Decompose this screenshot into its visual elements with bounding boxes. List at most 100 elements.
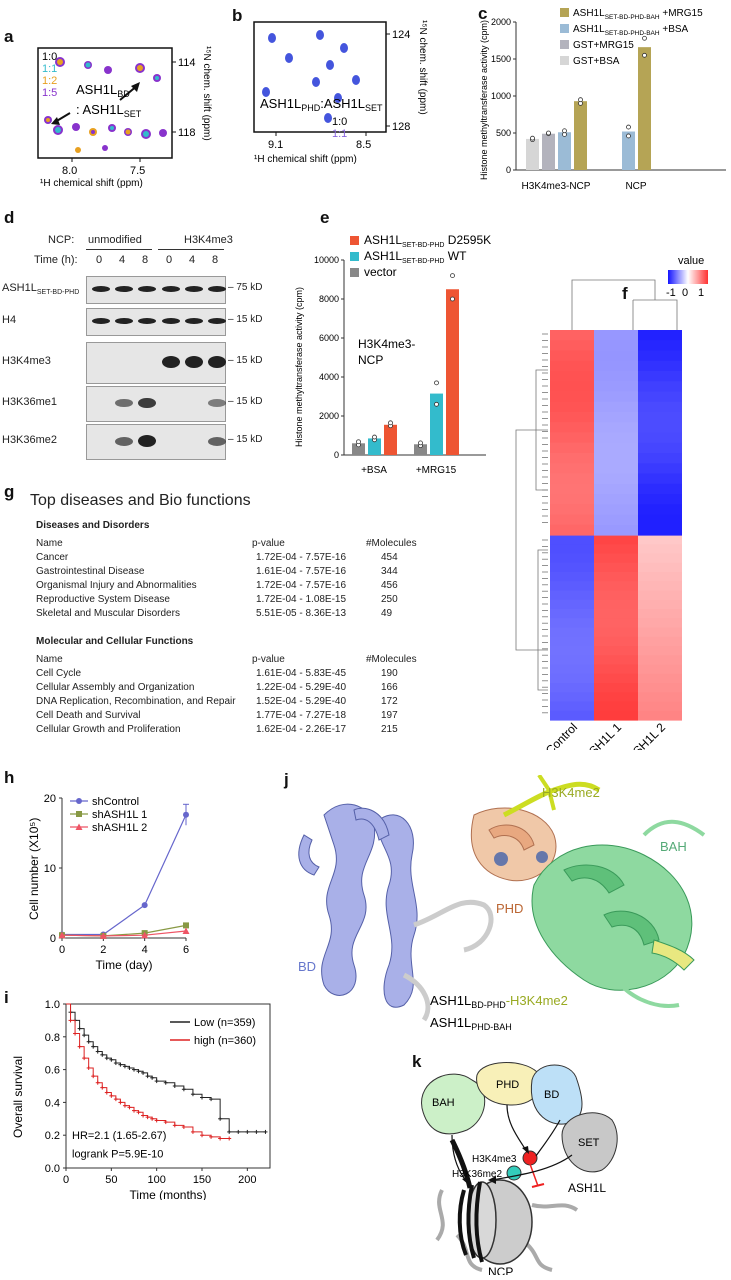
panel-label-j: j — [284, 770, 289, 789]
mark-label-h3k4me3: H3K4me3 — [472, 1154, 517, 1165]
panel-a: 1:0 1:1 1:2 1:5 ASH1LBD : ASH1LSET 8.0 7… — [0, 0, 230, 200]
blot-band — [115, 398, 133, 408]
legend-label-c-3: GST+BSA — [573, 56, 620, 67]
chart-h: 0 10 20 0 2 4 6 Time (day) Cell number (X10⁵) shC… — [27, 793, 190, 972]
heatmap-cell — [638, 692, 682, 703]
table-cell: 344 — [381, 566, 398, 577]
x-tick-label-h: 4 — [142, 944, 148, 956]
y-tick-label-h: 10 — [44, 863, 56, 875]
zinc-ion-1 — [494, 852, 508, 866]
x-tick-label-i: 150 — [193, 1174, 211, 1186]
heatmap-cell — [638, 562, 682, 573]
legend-label-c-0: ASH1LSET-BD-PHD-BAH +MRG15 — [573, 8, 703, 21]
y-tick-label-h: 0 — [50, 933, 56, 945]
legend-label-i-0: Low (n=359) — [194, 1017, 255, 1029]
blot-marker-0: – 75 kD — [228, 282, 263, 293]
point-e — [434, 380, 439, 386]
blot-row-label-2: H3K4me3 — [2, 355, 51, 367]
legend-label-h-2: shASH1L 2 — [92, 822, 147, 834]
heatmap-cell — [638, 535, 682, 545]
heatmap-cell — [550, 391, 594, 403]
heatmap-cell — [550, 618, 594, 629]
blot-strip-3 — [86, 386, 226, 422]
point-e — [450, 296, 455, 302]
heatmap-cell — [638, 360, 682, 372]
panel-j: H3K4me2 BAH PHD BD ASH1LBD-PHD-H3K4me2 A… — [284, 773, 731, 1040]
heatmap-cell — [638, 683, 682, 693]
heatmap-cell — [550, 350, 594, 362]
table-row: Cellular Assembly and Organization 1.22E-… — [36, 682, 426, 696]
panel-label-d: d — [4, 208, 15, 227]
heatmap-cell — [638, 636, 682, 647]
point-c — [578, 97, 583, 103]
heatmap-cell — [594, 572, 638, 582]
panel-label-i: i — [4, 988, 9, 1007]
point-e — [388, 420, 393, 426]
legend-swatch-e-2 — [350, 268, 359, 277]
panel-i: 0.0 0.2 0.4 0.6 0.8 1.0 0 50 100 150 200 Time (mont… — [0, 990, 280, 1202]
y-tick-label-i: 0.0 — [45, 1163, 60, 1175]
legend-label-i-1: high (n=360) — [194, 1035, 256, 1047]
y-tick-label-i: 0.2 — [45, 1130, 60, 1142]
time-point-2: 8 — [142, 254, 149, 266]
table-section-heading-0: Diseases and Disorders — [36, 520, 150, 531]
chart-i: 0.0 0.2 0.4 0.6 0.8 1.0 0 50 100 150 200 Time (mont… — [11, 999, 271, 1202]
heatmap-cell — [638, 371, 682, 382]
heatmap-cell — [550, 609, 594, 619]
blot-band — [208, 399, 226, 407]
heatmap-legend-tick-1: 0 — [682, 287, 688, 299]
blot-row-label-3: H3K36me1 — [2, 396, 58, 408]
heatmap-cell — [550, 412, 594, 423]
heatmap-cell — [594, 655, 638, 666]
table-cell: 1.61E-04 - 5.83E-45 — [256, 668, 347, 679]
x-tick-a-1: 7.5 — [130, 165, 145, 177]
blot-band — [92, 318, 110, 324]
bar-e-2 — [384, 424, 397, 455]
heatmap-cell — [550, 330, 594, 341]
point-c — [642, 35, 647, 41]
heatmap-cell — [550, 701, 594, 712]
heatmap-cell — [550, 422, 594, 434]
heatmap-cell — [550, 683, 594, 693]
heatmap-cell — [594, 692, 638, 703]
bar-e-4 — [430, 393, 443, 455]
panel-c: 0 500 1000 1500 2000 Histone methyltransferas… — [476, 0, 731, 200]
table-row: Gastrointestinal Disease 1.61E-04 - 7.57E… — [36, 566, 426, 580]
point-c — [530, 135, 535, 141]
structure-legend-1: ASH1LBD-PHD-H3K4me2 — [430, 993, 568, 1010]
column-dendrogram — [571, 279, 678, 330]
heatmap-col-label-0: shControl — [534, 720, 580, 750]
y-tick-label-h: 20 — [44, 793, 56, 805]
y-tick-a-0: 114 — [178, 57, 196, 69]
y-tick-label-i: 1.0 — [45, 999, 60, 1011]
legend-label-h-1: shASH1L 1 — [92, 809, 147, 821]
legend-marker-h — [76, 798, 82, 804]
ylabel-c: Histone methyltransferase activity (cpm) — [479, 20, 489, 180]
ylabel-e: Histone methyltransferase activity (cpm) — [294, 287, 304, 447]
table-cell: 1.72E-04 - 1.08E-15 — [256, 594, 347, 605]
heatmap-cell — [550, 453, 594, 464]
heatmap-cell — [638, 350, 682, 362]
ratio-b-1-0: 1:0 — [332, 116, 347, 128]
table-title: Top diseases and Bio functions — [30, 492, 251, 509]
table-cell: Cell Cycle — [36, 668, 82, 679]
ratio-b-1-1: 1:1 — [332, 128, 347, 140]
heatmap-cell — [550, 599, 594, 610]
heatmap-cell — [550, 504, 594, 516]
protein-structure: H3K4me2 BAH PHD BD ASH1LBD-PHD-H3K4me2 A… — [298, 773, 706, 1032]
label-bah: BAH — [660, 839, 687, 854]
y-tick-label-c: 2000 — [491, 17, 511, 27]
heatmap-cell — [550, 664, 594, 675]
heatmap-legend-tick-0: -1 — [666, 287, 676, 299]
time-point-3: 0 — [166, 254, 173, 266]
bar-c-1 — [542, 133, 555, 170]
nucleosome — [435, 1138, 579, 1272]
heatmap-cell — [594, 371, 638, 382]
table-row: Cell Cycle 1.61E-04 - 5.83E-45 190 — [36, 668, 426, 682]
x-tick-label-i: 50 — [105, 1174, 117, 1186]
blot-strip-4 — [86, 424, 226, 460]
blot-strip-2 — [86, 342, 226, 384]
panel-k: BAH PHD BD SET H3K4me3 H3K36me2 ASH1L NC… — [412, 1060, 731, 1279]
ratio-1-1: 1:1 — [42, 63, 57, 75]
